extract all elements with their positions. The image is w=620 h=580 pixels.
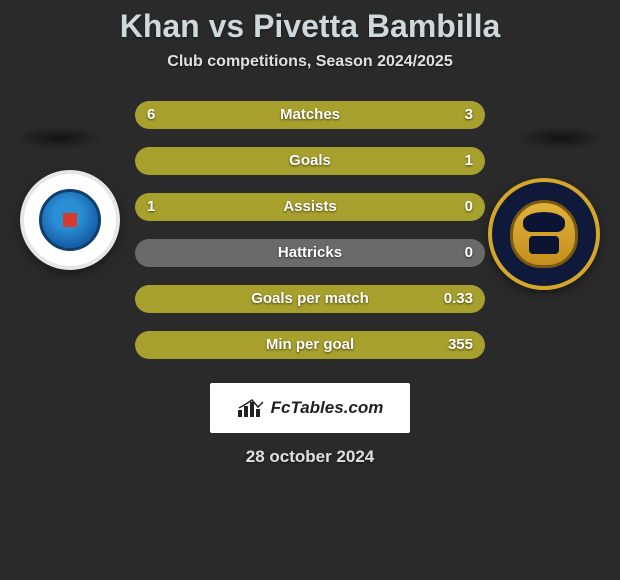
stat-value-right: 3 <box>465 101 473 129</box>
team-crest-left-emblem <box>39 189 101 251</box>
stat-value-right: 0.33 <box>444 285 473 313</box>
brand-text: FcTables.com <box>271 398 384 418</box>
stat-row: Min per goal355 <box>135 331 485 359</box>
page-subtitle: Club competitions, Season 2024/2025 <box>0 53 620 71</box>
stats-panel: Matches63Goals1Assists10Hattricks0Goals … <box>135 101 485 359</box>
stat-label: Matches <box>135 101 485 129</box>
stat-value-right: 355 <box>448 331 473 359</box>
crest-shadow-left <box>14 126 104 150</box>
stat-row: Hattricks0 <box>135 239 485 267</box>
stat-value-left: 1 <box>147 193 155 221</box>
date-text: 28 october 2024 <box>0 447 620 467</box>
stat-row: Goals per match0.33 <box>135 285 485 313</box>
stat-label: Goals <box>135 147 485 175</box>
stat-label: Hattricks <box>135 239 485 267</box>
brand-chart-icon <box>237 398 265 418</box>
page-title: Khan vs Pivetta Bambilla <box>0 8 620 45</box>
stat-value-right: 0 <box>465 239 473 267</box>
stat-value-right: 0 <box>465 193 473 221</box>
stat-label: Min per goal <box>135 331 485 359</box>
team-crest-left <box>20 170 120 270</box>
stat-row: Matches6 3 <box>135 101 485 129</box>
stat-row: Assists1 0 <box>135 193 485 221</box>
stat-row: Goals1 <box>135 147 485 175</box>
stat-label: Goals per match <box>135 285 485 313</box>
crest-shadow-right <box>516 126 606 150</box>
stat-value-left: 6 <box>147 101 155 129</box>
stat-value-right: 1 <box>465 147 473 175</box>
team-crest-right-emblem <box>510 200 578 268</box>
stat-label: Assists <box>135 193 485 221</box>
brand-badge: FcTables.com <box>210 383 410 433</box>
team-crest-right <box>488 178 600 290</box>
